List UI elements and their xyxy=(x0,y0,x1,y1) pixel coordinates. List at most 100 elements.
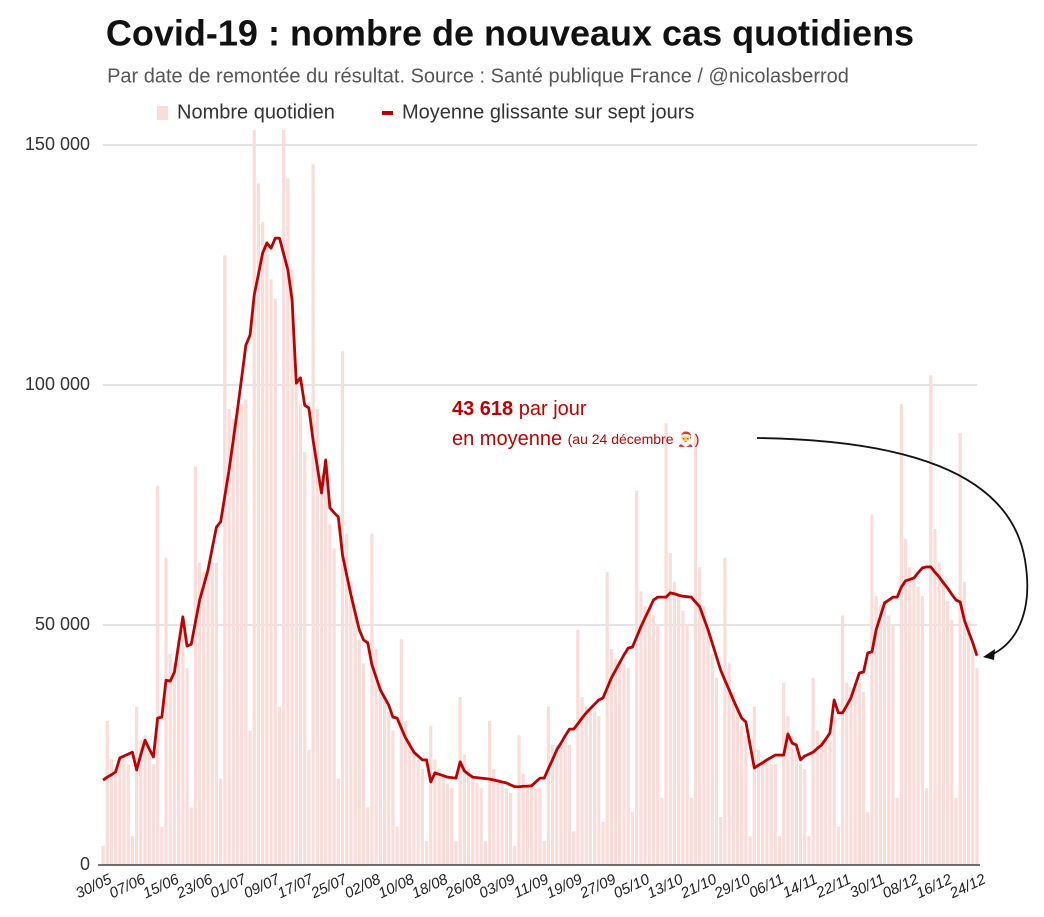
bar xyxy=(223,255,227,865)
bar xyxy=(609,649,614,865)
bar xyxy=(689,797,693,865)
annotation-arrow xyxy=(756,437,1029,658)
bar xyxy=(399,639,403,865)
bar xyxy=(773,764,777,865)
bar xyxy=(345,533,349,865)
bar xyxy=(664,423,668,865)
bar xyxy=(324,461,328,865)
legend-swatch xyxy=(382,111,393,115)
bar xyxy=(508,793,513,865)
bar xyxy=(882,601,887,865)
bar xyxy=(647,610,651,865)
chart-title: Covid-19 : nombre de nouveaux cas quotid… xyxy=(106,13,914,54)
bar xyxy=(235,409,240,865)
bar xyxy=(471,778,475,865)
annotation-text: par jour xyxy=(519,398,587,420)
bar xyxy=(567,745,572,865)
annotation-text: 43 618 par jour xyxy=(452,398,587,420)
bar xyxy=(945,601,950,865)
bar xyxy=(168,653,172,865)
bar xyxy=(546,706,551,865)
bar xyxy=(895,797,899,865)
legend-label: Moyenne glissante sur sept jours xyxy=(402,101,694,123)
legend-label: Nombre quotidien xyxy=(177,101,335,123)
annotation-note: (au 24 décembre 🎅) xyxy=(568,431,700,448)
bar xyxy=(639,591,643,865)
bar xyxy=(244,399,248,865)
bar xyxy=(719,817,723,865)
bar xyxy=(277,706,282,865)
bar xyxy=(273,298,277,866)
annotation-text: en moyenne (au 24 décembre 🎅) xyxy=(452,428,699,450)
bar xyxy=(769,764,773,865)
bar xyxy=(849,687,853,865)
bar xyxy=(185,668,189,865)
bar xyxy=(534,788,538,865)
bar xyxy=(361,663,366,865)
bar xyxy=(660,797,664,865)
bar xyxy=(887,615,891,865)
bar xyxy=(130,836,135,865)
bar xyxy=(950,620,954,865)
bar xyxy=(181,629,185,865)
bar xyxy=(315,409,319,865)
bar xyxy=(286,178,290,866)
bar xyxy=(777,836,782,865)
bar xyxy=(933,529,937,865)
bar xyxy=(114,769,118,865)
bar xyxy=(782,682,786,865)
bar xyxy=(156,485,160,865)
bar xyxy=(870,514,874,865)
bar xyxy=(903,538,908,865)
bar xyxy=(126,764,130,865)
bar xyxy=(601,821,605,865)
annotation-value: 43 618 xyxy=(452,398,513,420)
bar xyxy=(920,596,924,865)
bar xyxy=(828,740,832,865)
bar xyxy=(521,773,525,865)
bar xyxy=(198,562,202,865)
bar xyxy=(340,351,345,865)
bar xyxy=(261,221,265,866)
bar xyxy=(584,706,588,865)
bar xyxy=(382,697,387,865)
bar xyxy=(231,418,235,865)
bar xyxy=(672,581,677,865)
bar xyxy=(941,581,945,865)
bar xyxy=(924,788,929,865)
bar xyxy=(109,759,114,865)
arrow-head xyxy=(983,649,995,660)
bar xyxy=(677,596,681,865)
bar xyxy=(408,740,412,865)
bar xyxy=(487,721,492,865)
bar xyxy=(908,567,912,865)
bar xyxy=(118,759,122,865)
bar xyxy=(605,572,609,865)
bar xyxy=(588,706,593,865)
bar xyxy=(349,581,353,865)
bar xyxy=(416,759,420,865)
bar xyxy=(643,605,647,865)
bar xyxy=(954,797,958,865)
bar xyxy=(962,581,966,865)
bar xyxy=(450,788,454,865)
bar xyxy=(702,605,706,865)
bar xyxy=(189,807,193,865)
bar xyxy=(429,725,433,865)
bar xyxy=(937,562,941,865)
bar xyxy=(437,769,441,865)
bar xyxy=(706,629,710,865)
bar xyxy=(916,586,920,865)
bar xyxy=(529,783,534,865)
bar xyxy=(412,749,416,865)
bar xyxy=(219,778,223,865)
bar xyxy=(420,769,424,865)
bar xyxy=(143,735,147,865)
bar xyxy=(462,754,466,865)
y-tick-label: 50 000 xyxy=(35,614,90,634)
bar xyxy=(105,721,109,865)
line xyxy=(102,236,979,789)
bar xyxy=(748,836,752,865)
bar xyxy=(681,610,685,865)
bar xyxy=(294,385,298,865)
